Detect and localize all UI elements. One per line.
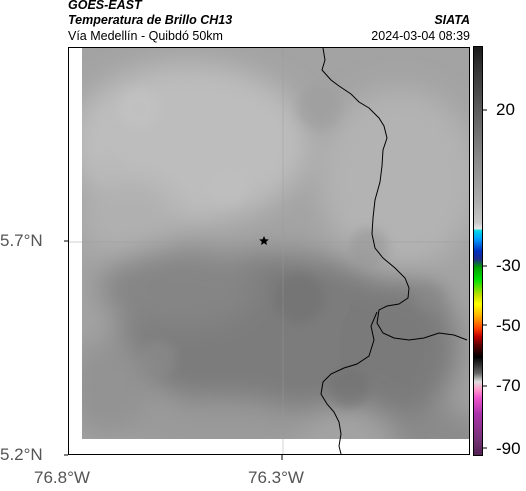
title-product: Temperatura de Brillo CH13: [68, 13, 233, 27]
colorbar-tick-minus50: -50: [496, 316, 521, 335]
lat-label-5-2: 5.2°N: [0, 445, 43, 464]
country-border: [321, 48, 468, 341]
map-panel: [68, 47, 470, 455]
brightness-temperature-field: [82, 48, 469, 439]
colorbar-tick-minus70: -70: [496, 376, 521, 395]
colorbar-tick-20: 20: [496, 100, 515, 119]
lat-label-5-7: 5.7°N: [0, 231, 43, 250]
department-border: [320, 311, 378, 454]
map-canvas: [69, 48, 469, 454]
title-region: Vía Medellín - Quibdó 50km: [68, 29, 223, 43]
lon-label-76-3: 76.3°W: [248, 468, 304, 487]
grid-lines: [69, 48, 469, 454]
agency-label: SIATA: [434, 13, 470, 27]
colorbar: [473, 46, 483, 456]
title-satellite: GOES-EAST: [68, 0, 142, 12]
colorbar-tick-minus90: -90: [496, 439, 521, 458]
timestamp: 2024-03-04 08:39: [371, 29, 470, 43]
star-icon: [259, 236, 269, 245]
colorbar-tick-minus30: -30: [496, 256, 521, 275]
lon-label-76-8: 76.8°W: [34, 468, 90, 487]
